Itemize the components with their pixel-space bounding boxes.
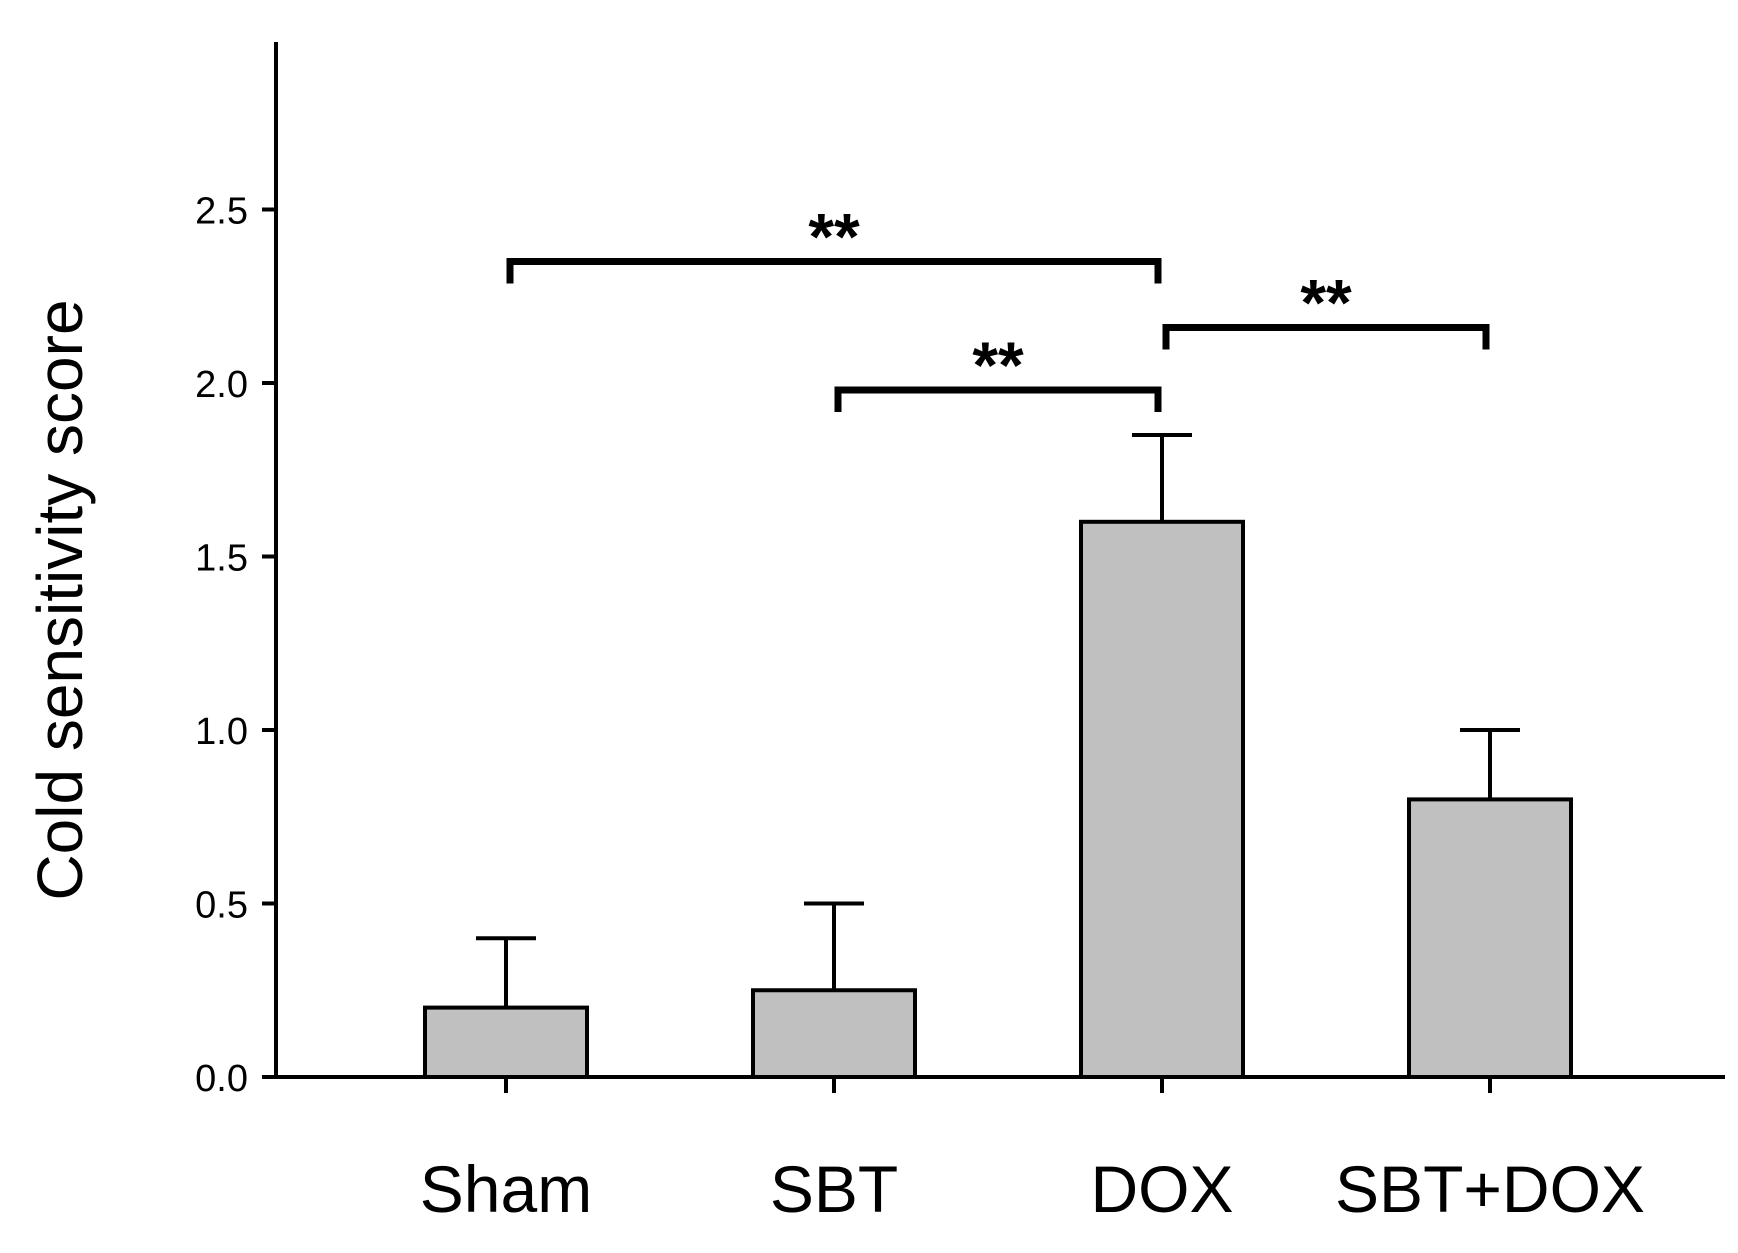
- x-tick-label: SBT: [770, 1152, 898, 1226]
- bar: [751, 988, 917, 1079]
- significance-label: **: [1300, 265, 1352, 339]
- x-tick-label: Sham: [420, 1152, 592, 1226]
- bar: [423, 1005, 589, 1079]
- plot-area: 0.0 0.5 1.0 1.5 2.0 2.5 Sham SBT DOX SBT+DOX ** ** *…: [195, 42, 1725, 1226]
- significance-label: **: [972, 328, 1024, 402]
- y-tick-label: 2.0: [195, 364, 248, 406]
- bar: [1079, 519, 1245, 1079]
- significance-bracket: [506, 258, 1162, 284]
- x-tick-label: SBT+DOX: [1335, 1152, 1645, 1226]
- y-tick-label: 1.5: [195, 538, 248, 580]
- significance-bracket: [834, 386, 1162, 412]
- y-tick-label: 0.5: [195, 885, 248, 927]
- significance-label: **: [808, 200, 860, 274]
- y-tick-label: 1.0: [195, 711, 248, 753]
- significance-bracket: [1162, 323, 1490, 350]
- bar: [1407, 797, 1573, 1080]
- y-axis-label: Cold sensitivity score: [24, 299, 96, 900]
- y-tick-label: 0.0: [195, 1058, 248, 1100]
- x-tick-label: DOX: [1090, 1152, 1233, 1226]
- y-tick-label: 2.5: [195, 191, 248, 233]
